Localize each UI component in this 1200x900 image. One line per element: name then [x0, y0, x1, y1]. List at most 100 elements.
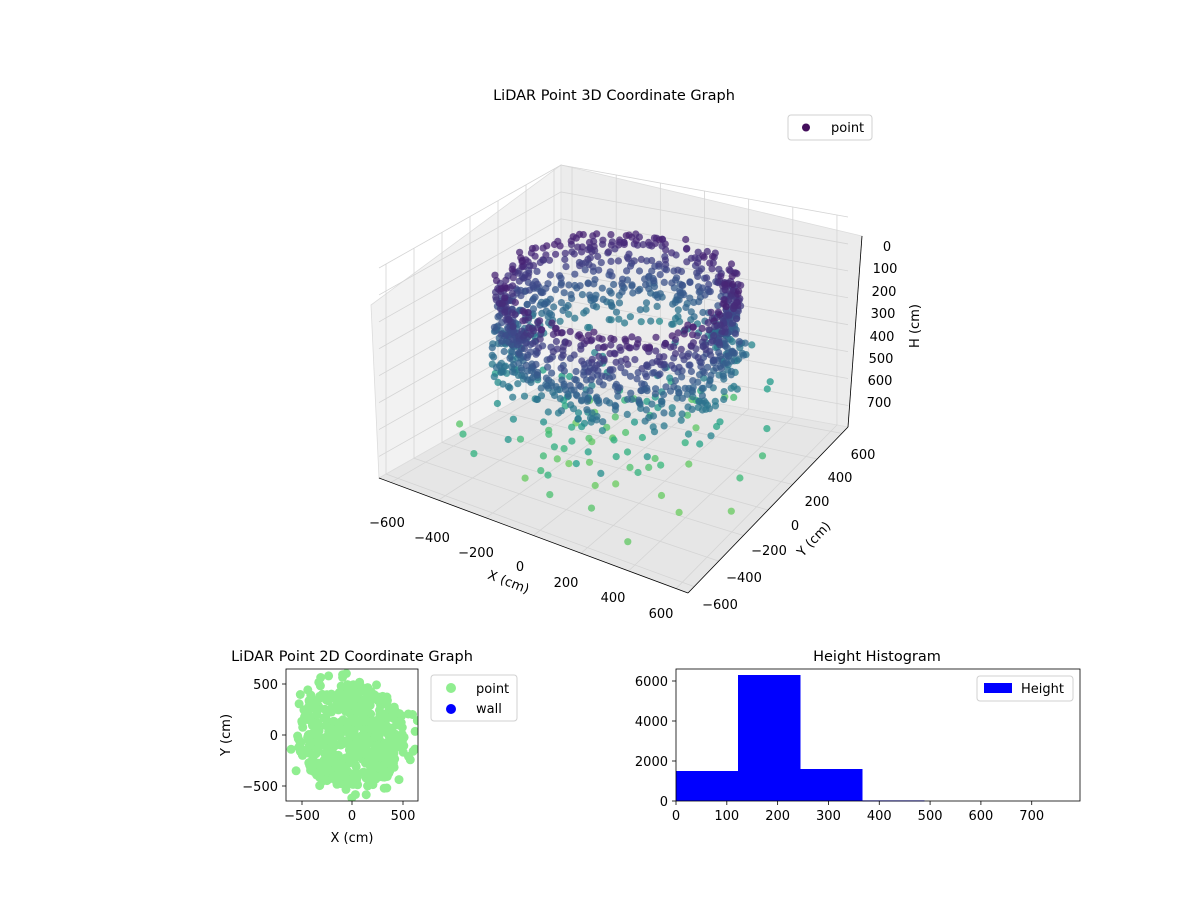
data-point [559, 351, 567, 359]
gridline [378, 326, 849, 430]
data-point [543, 242, 551, 250]
data-point [612, 402, 620, 410]
data-point [643, 453, 651, 461]
data-point [628, 333, 636, 341]
data-point [671, 298, 679, 306]
data-point [588, 409, 596, 417]
y-ticks-3d: −600 −400 −200 0 200 400 600 [702, 448, 875, 613]
data-point [571, 375, 579, 383]
data-point [508, 265, 516, 273]
data-point [508, 282, 517, 290]
data-point [536, 258, 544, 267]
data-point [645, 414, 653, 422]
z-axis-label-3d: H (cm) [908, 304, 923, 348]
data-point [585, 260, 593, 268]
data-point [634, 340, 642, 348]
data-point [618, 288, 626, 296]
chart-histogram: Height Histogram 0 100 200 300 400 500 600 700 … [635, 649, 1081, 824]
data-point [706, 351, 715, 359]
data-point [643, 361, 651, 369]
data-point [594, 252, 602, 261]
data-point [634, 287, 642, 295]
data-point [621, 369, 629, 377]
data-point [720, 388, 728, 396]
data-point [291, 766, 301, 776]
legend-box [787, 114, 873, 141]
data-point [324, 671, 334, 681]
data-point [705, 280, 713, 289]
data-point [500, 347, 508, 356]
data-point [660, 409, 668, 417]
y-tick-label: 500 [253, 678, 278, 693]
data-point [390, 705, 400, 715]
x-tick-label: 200 [765, 809, 790, 824]
data-point [537, 384, 545, 392]
data-point [506, 354, 514, 362]
data-point [361, 773, 371, 783]
legend-marker-point [446, 683, 456, 693]
data-point [504, 435, 512, 444]
data-point [725, 311, 733, 319]
data-point [729, 305, 738, 313]
data-point [598, 372, 606, 380]
data-point [594, 396, 603, 404]
data-point [710, 356, 718, 364]
z-tick-label: 500 [869, 352, 894, 367]
data-point [605, 316, 613, 324]
data-point [576, 282, 584, 290]
data-point [511, 298, 519, 307]
data-point [650, 283, 659, 291]
data-point [652, 347, 660, 355]
data-point [736, 474, 744, 482]
y-tick-label: 4000 [635, 715, 668, 730]
data-point [570, 386, 578, 394]
data-point [546, 271, 555, 279]
data-point [602, 397, 611, 405]
data-point [327, 757, 337, 767]
data-point [551, 391, 559, 400]
data-point [523, 300, 531, 308]
data-point [639, 241, 647, 249]
data-point [615, 299, 624, 307]
data-point [711, 402, 720, 410]
y-tick-label: −200 [751, 544, 787, 559]
data-point [564, 339, 573, 347]
data-point [626, 262, 635, 270]
data-point [545, 430, 553, 438]
chart-3d-title: LiDAR Point 3D Coordinate Graph [493, 88, 735, 104]
data-point [347, 696, 357, 706]
data-point [766, 378, 774, 386]
data-point [532, 350, 540, 358]
data-point [497, 368, 505, 377]
z-tick-label: 200 [872, 285, 897, 300]
data-point [568, 423, 576, 431]
data-point [408, 746, 418, 756]
data-point [700, 334, 709, 342]
data-point [727, 260, 736, 268]
data-point [735, 338, 743, 346]
data-point [698, 324, 706, 333]
data-point [556, 317, 564, 325]
data-point [582, 307, 590, 315]
data-point [557, 299, 566, 307]
data-point [608, 272, 616, 280]
data-point [721, 280, 729, 289]
data-point [696, 440, 704, 448]
data-point [502, 331, 510, 340]
data-point [515, 349, 523, 357]
data-point [699, 308, 707, 317]
data-point [314, 677, 324, 687]
data-point [732, 315, 741, 323]
data-point [637, 387, 645, 395]
legend-marker-wall [446, 704, 456, 714]
data-point [508, 348, 516, 356]
data-point [334, 693, 344, 703]
data-point [617, 346, 625, 354]
data-point [682, 245, 691, 253]
data-point [647, 317, 655, 325]
data-point [553, 455, 561, 463]
data-point [668, 320, 676, 328]
data-point [689, 323, 697, 331]
data-point [557, 329, 566, 337]
data-point [492, 277, 501, 285]
